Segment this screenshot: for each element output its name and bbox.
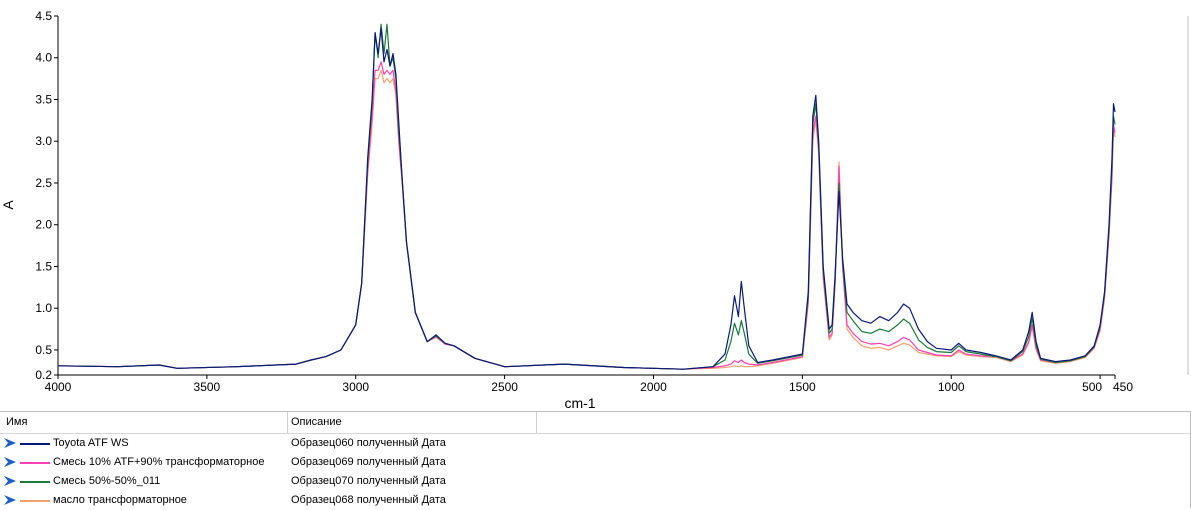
legend-header: Имя Описание [0, 412, 1191, 434]
plot-area [58, 16, 1188, 375]
arrow-icon [4, 457, 16, 467]
series-swatch [20, 500, 50, 502]
series-group [57, 23, 1116, 370]
y-tick-label: 4.0 [35, 51, 52, 65]
legend-row[interactable]: Смесь 50%-50%_011 Образец070 полученный Д… [0, 472, 1191, 491]
series-description: Образец060 полученный Дата [291, 437, 446, 449]
y-tick-label: 1.0 [35, 301, 52, 315]
y-tick-label: 3.0 [35, 134, 52, 148]
y-axis-label: A [0, 200, 16, 210]
x-tick-label: 500 [1082, 380, 1102, 394]
arrow-icon [4, 495, 16, 505]
x-tick-label: 3000 [342, 380, 369, 394]
legend-row[interactable]: Toyota ATF WS Образец060 полученный Дата [0, 434, 1191, 453]
column-header-description[interactable]: Описание [291, 416, 342, 428]
x-axis-ticks: 4000 3500 3000 2500 2000 1500 1000 500 450 [45, 375, 1133, 394]
series-name: масло трансформаторное [53, 494, 187, 506]
series-description: Образец070 полученный Дата [291, 475, 446, 487]
x-tick-label: 3500 [194, 380, 221, 394]
series-name: Смесь 10% ATF+90% трансформаторное [53, 456, 265, 468]
y-tick-label: 2.5 [35, 176, 52, 190]
y-tick-label: 0.2 [35, 368, 52, 382]
series-description: Образец068 полученный Дата [291, 494, 446, 506]
series-name: Смесь 50%-50%_011 [53, 475, 161, 487]
y-tick-label: 3.5 [35, 92, 52, 106]
series-line-1 [57, 27, 1116, 370]
series-line-2 [57, 61, 1116, 370]
series-swatch [20, 443, 50, 445]
x-axis-label: cm-1 [564, 395, 595, 411]
y-tick-label: 4.5 [35, 9, 52, 23]
series-name: Toyota ATF WS [53, 437, 129, 449]
legend-row[interactable]: масло трансформаторное Образец068 получен… [0, 491, 1191, 510]
arrow-icon [4, 476, 16, 486]
x-tick-label: 4000 [45, 380, 72, 394]
y-axis-ticks: 0.2 0.5 1.0 1.5 2.0 2.5 3.0 3.5 4.0 4.5 [35, 9, 58, 382]
series-swatch [20, 462, 50, 464]
x-tick-label: 1000 [938, 380, 965, 394]
series-line-4 [57, 69, 1116, 370]
spectrum-chart: 0.2 0.5 1.0 1.5 2.0 2.5 3.0 3.5 4.0 4.5 4000 3500 3… [0, 9, 1189, 411]
x-tick-label: 2000 [640, 380, 667, 394]
legend-row[interactable]: Смесь 10% ATF+90% трансформаторное Образе… [0, 453, 1191, 472]
x-tick-label: 1500 [789, 380, 816, 394]
y-tick-label: 0.5 [35, 343, 52, 357]
y-tick-label: 2.0 [35, 218, 52, 232]
series-swatch [20, 481, 50, 483]
y-tick-label: 1.5 [35, 259, 52, 273]
arrow-icon [4, 438, 16, 448]
column-header-name[interactable]: Имя [6, 416, 28, 428]
legend-table: Имя Описание Toyota ATF WS Образец060 пол… [0, 411, 1191, 508]
x-tick-label: 450 [1113, 380, 1133, 394]
series-description: Образец069 полученный Дата [291, 456, 446, 468]
x-tick-label: 2500 [491, 380, 518, 394]
